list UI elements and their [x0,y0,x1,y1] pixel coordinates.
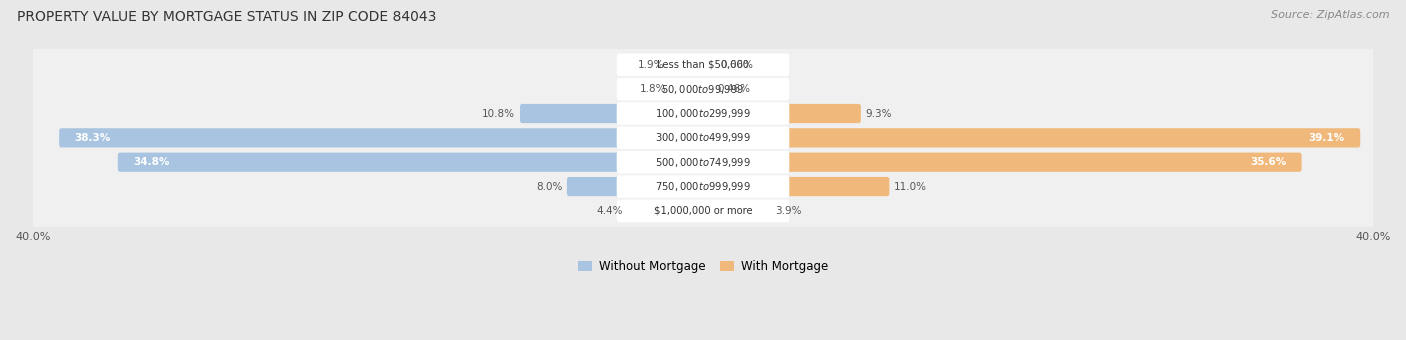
Text: $50,000 to $99,999: $50,000 to $99,999 [661,83,745,96]
Text: 8.0%: 8.0% [536,182,562,191]
FancyBboxPatch shape [32,48,1374,82]
FancyBboxPatch shape [32,194,1374,228]
FancyBboxPatch shape [768,201,787,221]
FancyBboxPatch shape [619,80,673,99]
Text: $500,000 to $749,999: $500,000 to $749,999 [655,156,751,169]
FancyBboxPatch shape [785,128,1360,148]
FancyBboxPatch shape [118,153,621,172]
FancyBboxPatch shape [520,104,621,123]
FancyBboxPatch shape [32,121,1374,155]
FancyBboxPatch shape [617,78,789,101]
FancyBboxPatch shape [617,102,789,125]
Text: 9.3%: 9.3% [866,108,891,119]
FancyBboxPatch shape [32,72,1374,106]
FancyBboxPatch shape [619,55,671,74]
Text: $750,000 to $999,999: $750,000 to $999,999 [655,180,751,193]
Text: $100,000 to $299,999: $100,000 to $299,999 [655,107,751,120]
FancyBboxPatch shape [619,201,630,221]
Text: 1.9%: 1.9% [638,60,665,70]
Text: 4.4%: 4.4% [596,206,623,216]
FancyBboxPatch shape [617,200,789,222]
FancyBboxPatch shape [785,153,1302,172]
Text: Less than $50,000: Less than $50,000 [657,60,749,70]
FancyBboxPatch shape [32,145,1374,180]
FancyBboxPatch shape [617,175,789,198]
FancyBboxPatch shape [785,177,890,196]
Text: 10.8%: 10.8% [482,108,516,119]
Text: 11.0%: 11.0% [894,182,927,191]
Text: 0.46%: 0.46% [717,84,751,94]
FancyBboxPatch shape [617,126,789,149]
Text: 3.9%: 3.9% [775,206,801,216]
Text: 39.1%: 39.1% [1309,133,1344,143]
Text: 38.3%: 38.3% [75,133,111,143]
Legend: Without Mortgage, With Mortgage: Without Mortgage, With Mortgage [574,255,832,278]
Text: 1.8%: 1.8% [640,84,666,94]
FancyBboxPatch shape [617,53,789,76]
FancyBboxPatch shape [617,151,789,173]
Text: PROPERTY VALUE BY MORTGAGE STATUS IN ZIP CODE 84043: PROPERTY VALUE BY MORTGAGE STATUS IN ZIP… [17,10,436,24]
Text: $300,000 to $499,999: $300,000 to $499,999 [655,131,751,144]
FancyBboxPatch shape [567,177,621,196]
FancyBboxPatch shape [785,104,860,123]
Text: 0.66%: 0.66% [721,60,754,70]
Text: $1,000,000 or more: $1,000,000 or more [654,206,752,216]
FancyBboxPatch shape [710,80,787,99]
Text: 35.6%: 35.6% [1250,157,1286,167]
FancyBboxPatch shape [714,55,787,74]
Text: 34.8%: 34.8% [134,157,170,167]
FancyBboxPatch shape [59,128,621,148]
FancyBboxPatch shape [32,96,1374,131]
FancyBboxPatch shape [32,169,1374,204]
Text: Source: ZipAtlas.com: Source: ZipAtlas.com [1271,10,1389,20]
